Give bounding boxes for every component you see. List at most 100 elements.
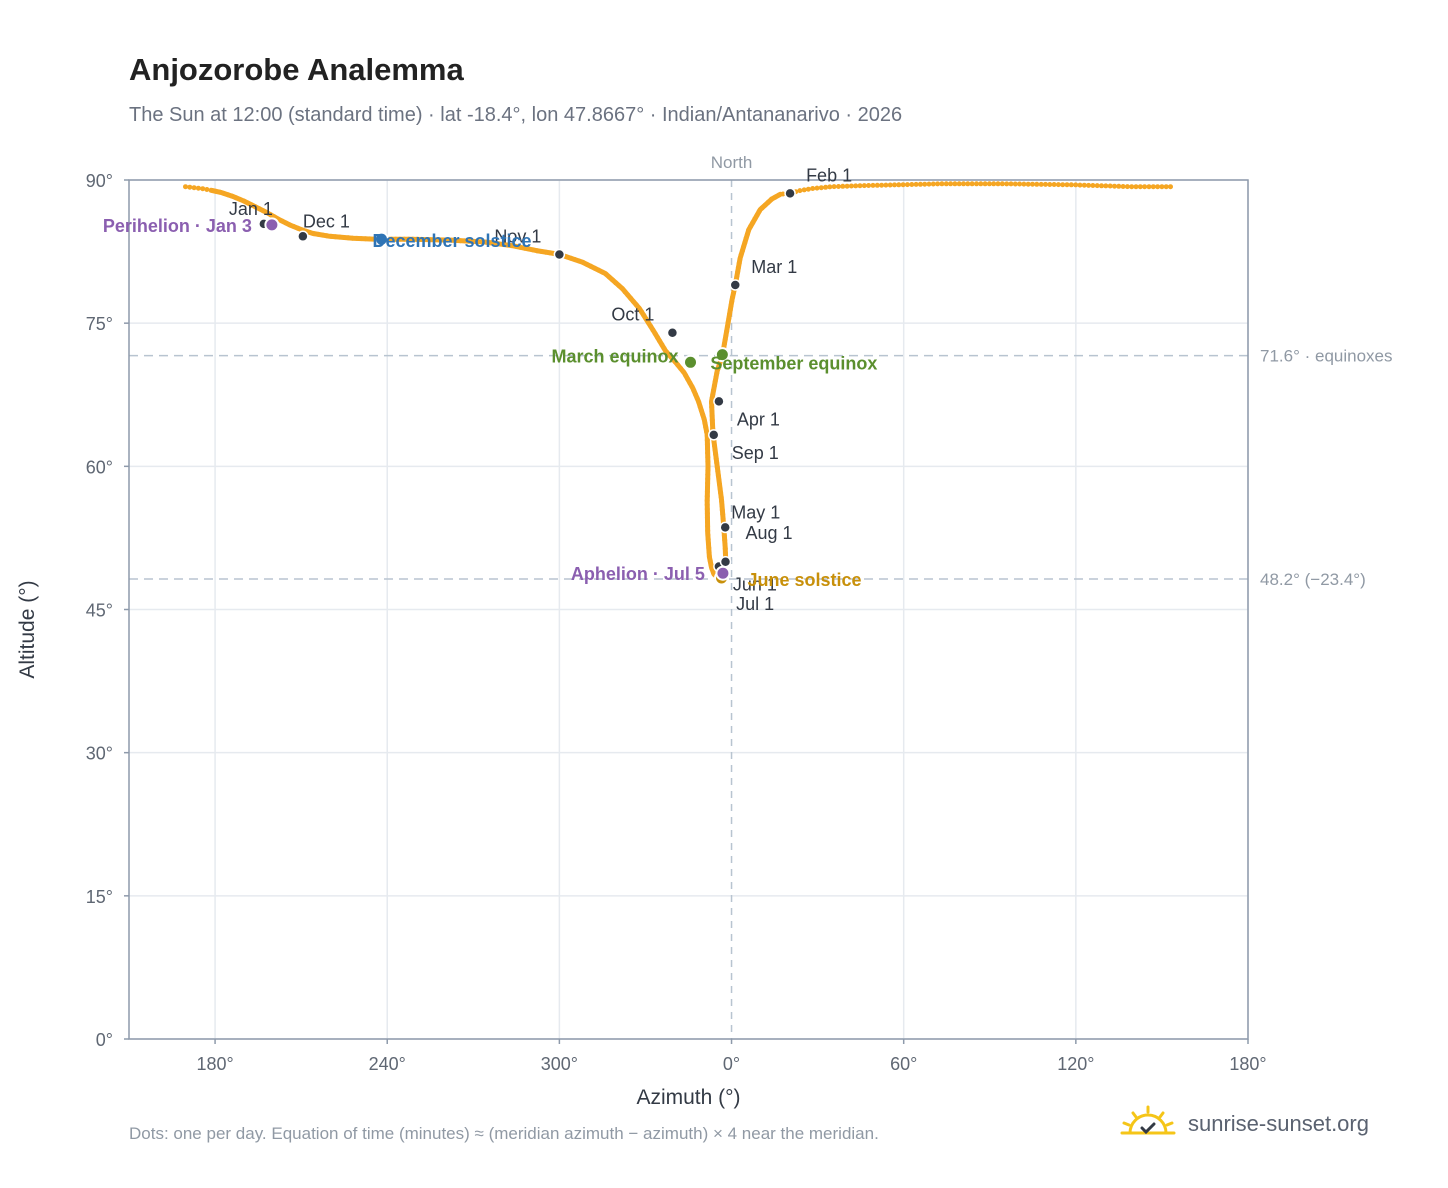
day-dot (705, 523, 711, 529)
day-dot (1077, 182, 1083, 188)
day-dot (861, 183, 867, 189)
day-dot (974, 181, 979, 187)
day-dot (233, 195, 239, 201)
event-label: March equinox (551, 346, 678, 366)
day-dot (748, 223, 754, 229)
footnote: Dots: one per day. Equation of time (min… (129, 1124, 879, 1143)
day-dot (444, 237, 450, 243)
month-label: Mar 1 (751, 257, 797, 277)
y-tick-label: 0° (96, 1030, 113, 1050)
day-dot (706, 541, 711, 547)
day-dot (320, 232, 326, 238)
day-dot (797, 188, 803, 194)
day-dot (1055, 182, 1061, 188)
day-dot (661, 345, 667, 351)
month-label: Nov 1 (494, 226, 541, 246)
month-marker (729, 279, 742, 291)
day-dot (704, 489, 710, 495)
reference-lines: 71.6° · equinoxes 48.2° (−23.4°) (129, 180, 1393, 1039)
x-tick-label: 180° (1229, 1054, 1266, 1074)
event-label: December solstice (372, 231, 531, 251)
day-dot (738, 252, 744, 258)
day-dot (735, 269, 741, 275)
day-dot (721, 341, 727, 347)
day-dot (724, 324, 730, 330)
day-dot (440, 237, 446, 243)
day-dot (423, 237, 429, 242)
day-dot (1021, 181, 1027, 187)
brand[interactable]: sunrise-sunset.org (1120, 1102, 1369, 1146)
day-dot (866, 183, 872, 188)
day-dot (633, 302, 639, 308)
day-dot (1116, 183, 1122, 189)
day-dot (685, 376, 691, 382)
day-dot (904, 182, 910, 188)
day-dot (470, 238, 476, 244)
day-dot (643, 316, 649, 322)
day-dot (200, 186, 206, 192)
day-dot (410, 236, 416, 242)
day-dot (315, 231, 321, 237)
day-dot (496, 241, 502, 247)
day-dot (727, 311, 733, 317)
day-dot (727, 307, 733, 313)
month-label: Aug 1 (746, 523, 793, 543)
day-dot (543, 249, 549, 255)
day-dot (879, 182, 885, 188)
day-dot (704, 429, 709, 434)
day-dot (287, 222, 293, 228)
day-dot (1133, 184, 1139, 190)
day-dot (363, 236, 368, 242)
day-dot (704, 515, 710, 521)
day-dot (744, 231, 750, 237)
day-dot (718, 494, 724, 500)
day-dot (672, 359, 678, 365)
day-dot (713, 451, 719, 457)
day-dot (419, 236, 425, 242)
day-dot (212, 188, 218, 194)
day-dot (709, 408, 715, 414)
event-marker (714, 347, 730, 363)
day-dot (639, 309, 644, 315)
day-dot (853, 183, 859, 189)
day-dot (722, 537, 728, 543)
day-dot (539, 249, 544, 254)
day-dot (436, 237, 442, 243)
day-dot (713, 456, 719, 462)
day-dot (705, 485, 710, 490)
day-dot (724, 328, 730, 334)
day-dot (457, 238, 463, 244)
day-dot (669, 356, 675, 361)
day-dot (999, 181, 1005, 187)
day-dot (735, 265, 741, 271)
day-dot (705, 446, 710, 452)
day-dot (488, 240, 493, 246)
day-dot (810, 186, 816, 191)
day-dot (705, 536, 711, 542)
day-dot (765, 199, 771, 205)
day-dot (702, 420, 708, 426)
day-dot (709, 396, 715, 401)
day-dot (768, 196, 774, 202)
day-dot (596, 267, 601, 273)
day-dot (291, 224, 297, 229)
day-dot (710, 391, 716, 397)
day-dot (1112, 183, 1117, 189)
day-dot (1073, 182, 1079, 188)
day-dot (1124, 184, 1130, 190)
day-dot (406, 236, 412, 242)
day-dot (948, 181, 954, 187)
day-dot (628, 295, 634, 301)
day-dot (1043, 181, 1048, 187)
day-dot (1086, 182, 1092, 188)
month-label: Jul 1 (736, 594, 774, 614)
day-dot (225, 192, 231, 198)
day-dot (701, 416, 707, 422)
day-dot (479, 239, 485, 245)
day-dot (705, 480, 711, 486)
day-dot (719, 498, 725, 504)
day-dot (705, 472, 711, 478)
day-dot (883, 182, 889, 188)
month-marker (713, 395, 725, 408)
day-dot (718, 490, 724, 496)
